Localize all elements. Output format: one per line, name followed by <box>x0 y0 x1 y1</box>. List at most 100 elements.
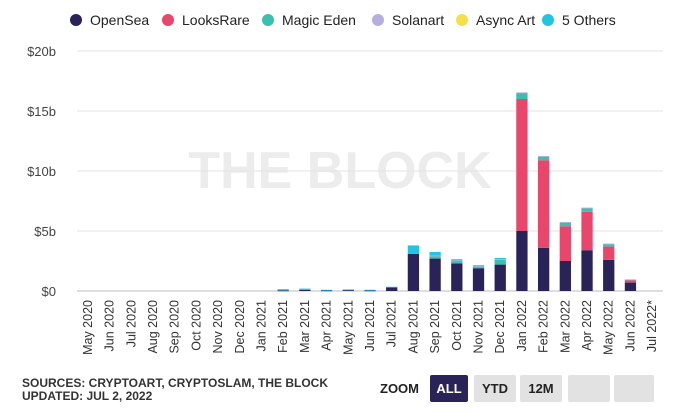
bar-segment-solanart[interactable] <box>516 92 528 94</box>
bar-segment-solanart[interactable] <box>581 207 593 209</box>
stacked-bar-chart: THE BLOCK $0$5b$10b$15b$20b May 2020 Jun … <box>27 44 663 355</box>
x-tick-label: Mar 2021 <box>298 300 312 353</box>
bar-segment-magic-eden[interactable] <box>581 208 593 212</box>
x-tick-label: Jan 2022 <box>515 300 529 351</box>
bar-segment-5-others[interactable] <box>299 288 311 290</box>
bar-segment-solanart[interactable] <box>559 222 571 223</box>
bar-segment-magic-eden[interactable] <box>537 156 550 161</box>
bar-segment-5-others[interactable] <box>407 245 420 254</box>
bar-segment-opensea[interactable] <box>299 289 311 291</box>
legend-item-opensea[interactable]: OpenSea <box>70 8 149 32</box>
bar-segment-solanart[interactable] <box>429 255 441 257</box>
bar-segment-5-others[interactable] <box>451 259 463 261</box>
bar-segment-5-others[interactable] <box>320 289 333 291</box>
legend-item-5-others[interactable]: 5 Others <box>542 8 616 32</box>
legend-label: 5 Others <box>562 12 616 28</box>
legend-item-async-art[interactable]: Async Art <box>456 8 535 32</box>
legend-dot <box>456 14 468 26</box>
bar-segment-solanart[interactable] <box>537 156 550 157</box>
x-tick-label: Oct 2020 <box>189 300 203 351</box>
x-tick-label: Jan 2021 <box>254 300 268 351</box>
bar-segment-opensea[interactable] <box>364 290 376 292</box>
bar-segment-5-others[interactable] <box>386 286 398 288</box>
legend-dot <box>542 14 554 26</box>
legend-label: OpenSea <box>90 12 150 28</box>
bar-segment-opensea[interactable] <box>559 261 571 291</box>
bar-segment-magic-eden[interactable] <box>494 259 506 265</box>
bar-segment-magic-eden[interactable] <box>516 93 528 99</box>
x-tick-label: Aug 2021 <box>406 300 420 354</box>
x-tick-label: Feb 2021 <box>276 300 290 353</box>
x-tick-label: Feb 2022 <box>537 300 551 353</box>
bar-segment-magic-eden[interactable] <box>603 244 615 247</box>
bar-segment-5-others[interactable] <box>429 252 441 256</box>
y-tick-label: $20b <box>27 44 56 59</box>
x-tick-label: Jun 2022 <box>623 300 637 351</box>
bar-segment-solanart[interactable] <box>494 259 506 260</box>
zoom-button-blank-4[interactable] <box>614 375 654 402</box>
legend-dot <box>262 14 274 26</box>
bar-segment-5-others[interactable] <box>494 258 506 260</box>
legend-item-magic-eden[interactable]: Magic Eden <box>262 8 356 32</box>
x-tick-label: Jul 2022* <box>645 300 659 352</box>
bar-segment-magic-eden[interactable] <box>472 267 485 269</box>
bar-segment-opensea[interactable] <box>472 268 485 291</box>
legend-dot <box>162 14 174 26</box>
legend-item-looksrare[interactable]: LooksRare <box>162 8 250 32</box>
bar-segment-magic-eden[interactable] <box>429 256 441 259</box>
bar-segment-opensea[interactable] <box>603 259 615 291</box>
x-tick-label: Nov 2021 <box>472 300 486 354</box>
x-tick-label: Aug 2020 <box>146 300 160 354</box>
x-tick-label: Apr 2022 <box>580 300 594 351</box>
bar-segment-opensea[interactable] <box>581 250 593 291</box>
bar-segment-opensea[interactable] <box>386 287 398 291</box>
bar-segment-looksrare[interactable] <box>537 160 550 248</box>
zoom-button-ytd[interactable]: YTD <box>474 375 516 402</box>
bar-segment-opensea[interactable] <box>494 264 506 291</box>
y-tick-label: $0 <box>42 284 56 299</box>
bar-segment-opensea[interactable] <box>407 253 420 291</box>
legend-item-solanart[interactable]: Solanart <box>372 8 444 32</box>
bar-segment-solanart[interactable] <box>472 266 485 268</box>
bar-segment-solanart[interactable] <box>451 260 463 262</box>
x-tick-label: Dec 2020 <box>233 300 247 354</box>
bar-segment-solanart[interactable] <box>603 243 615 245</box>
legend-dot <box>372 14 384 26</box>
bar-segment-magic-eden[interactable] <box>451 261 463 264</box>
bar-segment-opensea[interactable] <box>516 231 528 291</box>
bar-segment-looksrare[interactable] <box>559 226 571 261</box>
bar-segment-looksrare[interactable] <box>516 99 528 231</box>
zoom-button-all[interactable]: ALL <box>430 375 468 402</box>
bar-segment-magic-eden[interactable] <box>559 222 571 227</box>
bar-segment-5-others[interactable] <box>472 265 485 267</box>
x-tick-label: Apr 2021 <box>320 300 334 351</box>
gridlines <box>77 50 663 292</box>
bar-segment-looksrare[interactable] <box>603 246 615 260</box>
bar-segment-opensea[interactable] <box>624 282 637 291</box>
bar-segment-opensea[interactable] <box>451 263 463 291</box>
bar-segment-5-others[interactable] <box>342 289 354 291</box>
bar-segment-opensea[interactable] <box>537 247 550 291</box>
zoom-button-blank-3[interactable] <box>568 375 610 402</box>
bar-segment-opensea[interactable] <box>320 290 333 292</box>
x-axis: May 2020 Jun 2020 Jul 2020 Aug 2020 Sep 2020… <box>81 300 659 355</box>
zoom-button-12m[interactable]: 12M <box>520 375 562 402</box>
bar-segment-looksrare[interactable] <box>624 280 637 283</box>
updated-text: UPDATED: JUL 2, 2022 <box>22 389 153 403</box>
bar-segment-opensea[interactable] <box>342 290 354 291</box>
sources-text: SOURCES: CRYPTOART, CRYPTOSLAM, THE BLOC… <box>22 376 329 390</box>
x-tick-label: Sep 2020 <box>168 300 182 354</box>
bar-segment-looksrare[interactable] <box>581 211 593 251</box>
legend-label: LooksRare <box>182 12 250 28</box>
y-axis: $0 $5b $10b $15b $20b <box>27 44 56 299</box>
bar-segment-solanart[interactable] <box>624 279 637 281</box>
chart-source-note: SOURCES: CRYPTOART, CRYPTOSLAM, THE BLOC… <box>22 377 328 403</box>
bar-segment-5-others[interactable] <box>364 289 376 291</box>
bar-segment-5-others[interactable] <box>277 289 289 291</box>
legend-dot <box>70 14 82 26</box>
bar-segment-opensea[interactable] <box>429 258 441 291</box>
bar-segment-opensea[interactable] <box>277 290 289 292</box>
x-tick-label: Jun 2021 <box>363 300 377 351</box>
x-tick-label: Dec 2021 <box>493 300 507 354</box>
legend-label: Solanart <box>392 12 445 28</box>
